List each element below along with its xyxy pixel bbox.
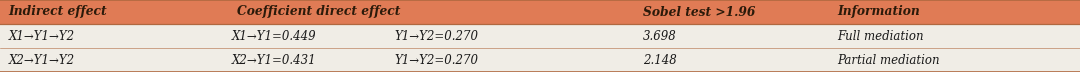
Text: X2→Y1→Y2: X2→Y1→Y2 bbox=[9, 53, 75, 67]
Text: Sobel test >1.96: Sobel test >1.96 bbox=[643, 5, 755, 19]
Text: Y1→Y2=0.270: Y1→Y2=0.270 bbox=[394, 53, 478, 67]
Text: Partial mediation: Partial mediation bbox=[837, 53, 940, 67]
Text: X1→Y1=0.449: X1→Y1=0.449 bbox=[232, 30, 316, 42]
Text: X1→Y1→Y2: X1→Y1→Y2 bbox=[9, 30, 75, 42]
Text: X2→Y1=0.431: X2→Y1=0.431 bbox=[232, 53, 316, 67]
Text: 3.698: 3.698 bbox=[643, 30, 676, 42]
Text: Full mediation: Full mediation bbox=[837, 30, 923, 42]
Text: 2.148: 2.148 bbox=[643, 53, 676, 67]
Text: Y1→Y2=0.270: Y1→Y2=0.270 bbox=[394, 30, 478, 42]
Bar bbox=[0, 48, 1080, 72]
Bar bbox=[0, 0, 1080, 24]
Text: Information: Information bbox=[837, 5, 920, 19]
Text: Indirect effect: Indirect effect bbox=[9, 5, 107, 19]
Text: Coefficient direct effect: Coefficient direct effect bbox=[237, 5, 401, 19]
